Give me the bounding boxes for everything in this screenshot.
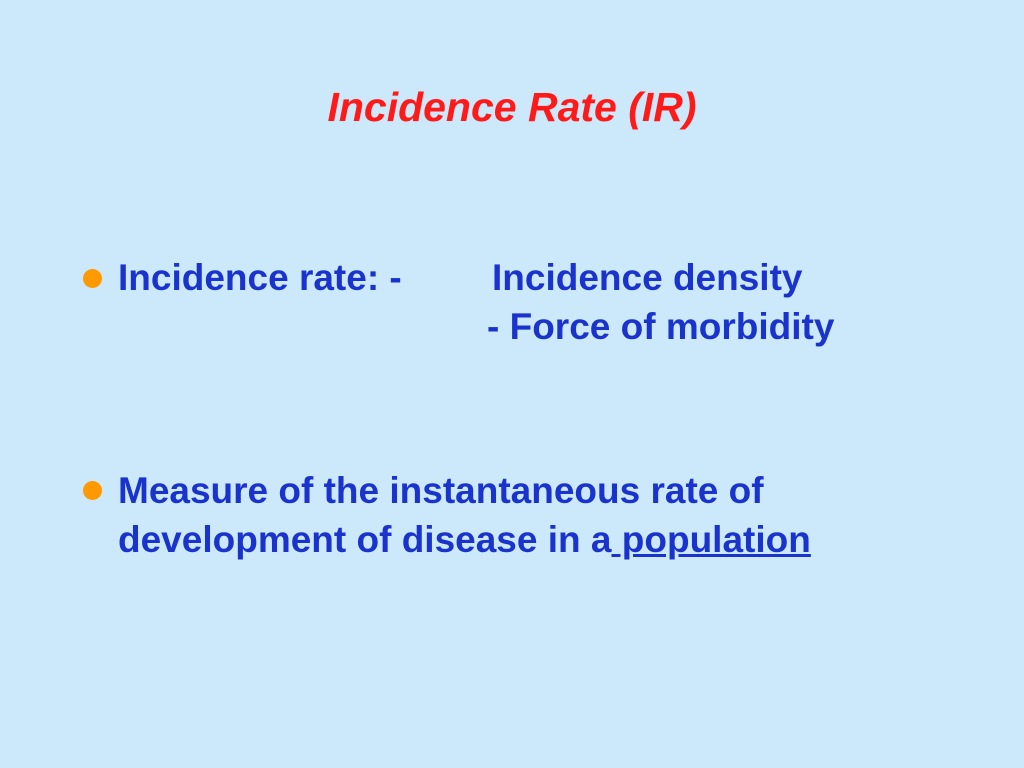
bullet-dot	[83, 269, 102, 288]
bullet-dot	[83, 481, 102, 500]
bullet-text-body: Measure of the instantaneous rate of dev…	[118, 470, 764, 560]
bullet-text: Measure of the instantaneous rate of dev…	[118, 466, 978, 564]
bullet-link: population	[611, 519, 811, 560]
slide-title: Incidence Rate (IR)	[327, 84, 697, 130]
bullet-item: - Force of morbidity	[487, 306, 835, 347]
bullet-label: Incidence rate: -	[118, 257, 402, 298]
bullet-item: Incidence density	[492, 257, 803, 298]
